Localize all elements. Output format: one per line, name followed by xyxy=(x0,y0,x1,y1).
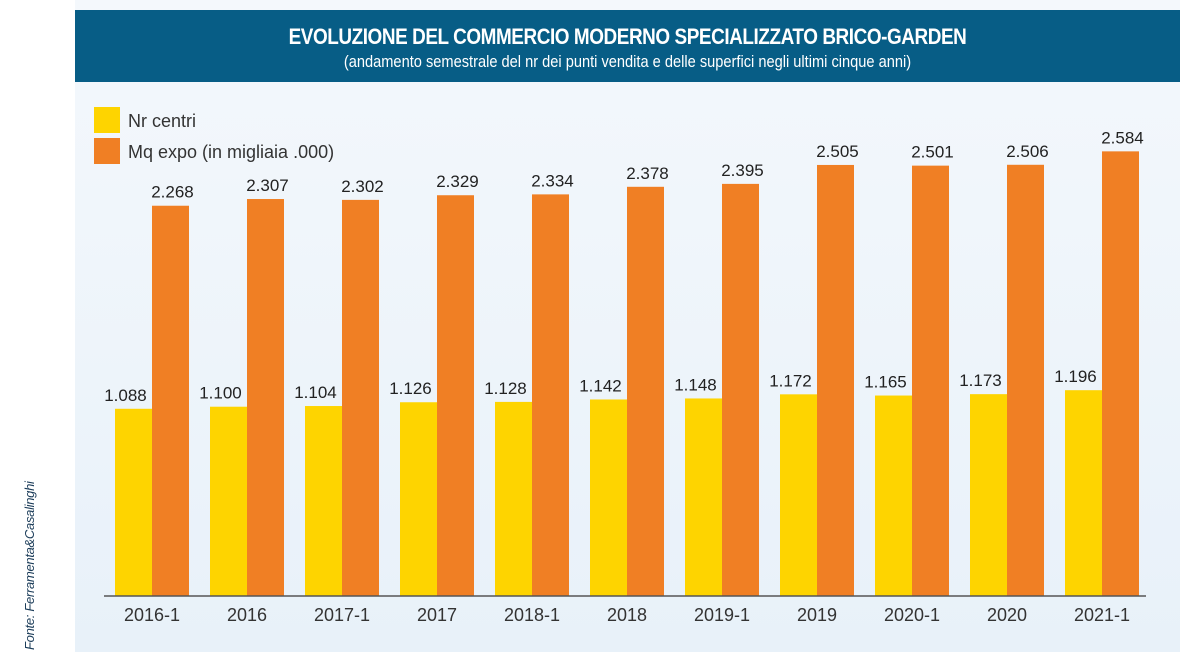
value-label-centri-2019: 1.172 xyxy=(769,371,812,390)
bar-mq-2020-1 xyxy=(912,165,949,596)
bar-centri-2017-1 xyxy=(305,406,342,596)
bar-mq-2017 xyxy=(437,195,474,597)
bar-centri-2019 xyxy=(780,394,817,596)
x-tick-label-2020-1: 2020-1 xyxy=(884,605,940,625)
left-margin-strip xyxy=(0,0,62,665)
value-label-mq-2016-1: 2.268 xyxy=(151,183,194,202)
x-tick-label-2018-1: 2018-1 xyxy=(504,605,560,625)
legend-label-nr-centri: Nr centri xyxy=(128,111,196,131)
bar-mq-2016 xyxy=(247,199,284,596)
value-label-centri-2016-1: 1.088 xyxy=(104,386,147,405)
bar-centri-2016-1 xyxy=(115,408,152,596)
bar-mq-2016-1 xyxy=(152,205,189,596)
value-label-mq-2018: 2.378 xyxy=(626,164,669,183)
bar-mq-2018 xyxy=(627,186,664,596)
chart-title: EVOLUZIONE DEL COMMERCIO MODERNO SPECIAL… xyxy=(288,24,967,49)
x-tick-label-2020: 2020 xyxy=(987,605,1027,625)
x-tick-label-2017: 2017 xyxy=(417,605,457,625)
value-label-mq-2020: 2.506 xyxy=(1006,142,1049,161)
value-label-mq-2020-1: 2.501 xyxy=(911,143,954,162)
value-label-mq-2018-1: 2.334 xyxy=(531,171,574,190)
legend-swatch-mq-expo xyxy=(94,138,120,164)
bar-mq-2019 xyxy=(817,164,854,597)
bar-mq-2021-1 xyxy=(1102,151,1139,596)
value-label-mq-2019-1: 2.395 xyxy=(721,161,764,180)
bar-centri-2019-1 xyxy=(685,398,722,596)
x-tick-label-2017-1: 2017-1 xyxy=(314,605,370,625)
value-label-mq-2017: 2.329 xyxy=(436,172,479,191)
x-tick-label-2019: 2019 xyxy=(797,605,837,625)
value-label-centri-2020: 1.173 xyxy=(959,371,1002,390)
x-tick-label-2018: 2018 xyxy=(607,605,647,625)
value-label-centri-2020-1: 1.165 xyxy=(864,373,907,392)
value-label-centri-2021-1: 1.196 xyxy=(1054,367,1097,386)
bar-centri-2016 xyxy=(210,406,247,596)
value-label-mq-2017-1: 2.302 xyxy=(341,177,384,196)
value-label-centri-2019-1: 1.148 xyxy=(674,375,717,394)
x-tick-label-2016-1: 2016-1 xyxy=(124,605,180,625)
bar-centri-2020 xyxy=(970,394,1007,596)
value-label-centri-2017-1: 1.104 xyxy=(294,383,337,402)
bar-mq-2018-1 xyxy=(532,194,569,596)
bar-mq-2019-1 xyxy=(722,183,759,596)
x-tick-label-2016: 2016 xyxy=(227,605,267,625)
value-label-mq-2019: 2.505 xyxy=(816,142,859,161)
bar-centri-2020-1 xyxy=(875,395,912,596)
chart-header: EVOLUZIONE DEL COMMERCIO MODERNO SPECIAL… xyxy=(75,10,1180,82)
legend-label-mq-expo: Mq expo (in migliaia .000) xyxy=(128,142,334,162)
bar-centri-2018 xyxy=(590,399,627,596)
bar-centri-2017 xyxy=(400,402,437,596)
bar-centri-2021-1 xyxy=(1065,390,1102,596)
value-label-centri-2018: 1.142 xyxy=(579,376,622,395)
bar-mq-2020 xyxy=(1007,164,1044,596)
x-tick-label-2019-1: 2019-1 xyxy=(694,605,750,625)
x-tick-label-2021-1: 2021-1 xyxy=(1074,605,1130,625)
bar-centri-2018-1 xyxy=(495,401,532,596)
value-label-centri-2016: 1.100 xyxy=(199,384,242,403)
chart-subtitle: (andamento semestrale del nr dei punti v… xyxy=(343,52,912,71)
legend-swatch-nr-centri xyxy=(94,107,120,133)
value-label-mq-2016: 2.307 xyxy=(246,176,289,195)
value-label-centri-2018-1: 1.128 xyxy=(484,379,527,398)
bar-mq-2017-1 xyxy=(342,199,379,596)
value-label-mq-2021-1: 2.584 xyxy=(1101,128,1144,147)
value-label-centri-2017: 1.126 xyxy=(389,379,432,398)
